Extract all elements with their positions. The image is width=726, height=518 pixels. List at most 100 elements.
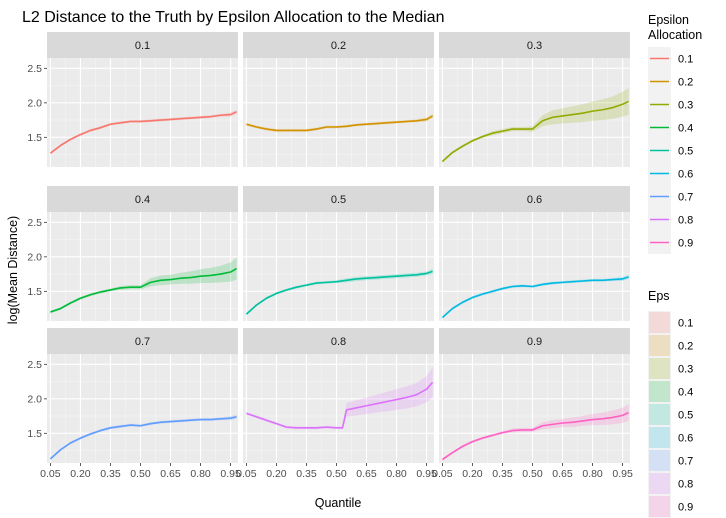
legend-color-label: 0.3 xyxy=(678,100,693,112)
series-line-0.5 xyxy=(245,270,433,315)
legend-key-bg xyxy=(648,449,671,472)
legend-fill-label: 0.8 xyxy=(678,479,693,491)
legend-fill-label: 0.5 xyxy=(678,410,693,422)
facet-strip-label: 0.6 xyxy=(527,194,542,206)
x-tick-label: 0.65 xyxy=(552,468,573,480)
legend-fill-swatch-0.4 xyxy=(649,381,670,402)
x-tick-label: 0.35 xyxy=(100,468,121,480)
legend-fill-title: Eps xyxy=(648,289,670,303)
series-line-0.6 xyxy=(441,276,629,319)
panel-background xyxy=(439,354,630,463)
facet-strip-label: 0.4 xyxy=(135,194,150,206)
x-tick-label: 0.80 xyxy=(386,468,407,480)
y-tick-label: 2.0 xyxy=(27,97,42,109)
x-axis-title: Quantile xyxy=(315,496,362,510)
panel-0.5: 0.5 xyxy=(243,186,434,321)
legend-fill-swatch-0.8 xyxy=(649,473,670,494)
x-tick-label: 0.95 xyxy=(612,468,633,480)
confidence-band-0.9 xyxy=(442,404,629,461)
facet-strip-label: 0.5 xyxy=(331,194,346,206)
x-tick-label: 0.05 xyxy=(432,468,453,480)
panels-grid: 0.1 1.5 2.0 2.5 0.2 0.3 0.4 1.5 2.0 2.5 0.5 0.6 0.7 1… xyxy=(27,32,630,463)
y-tick-label: 1.5 xyxy=(27,428,42,440)
panel-0.4: 0.4 1.5 2.0 2.5 xyxy=(27,186,238,321)
legend-fill-label: 0.4 xyxy=(678,387,693,399)
panel-0.6: 0.6 xyxy=(439,186,630,321)
legend-key-bg xyxy=(648,380,671,403)
legend-fill-label: 0.2 xyxy=(678,341,693,353)
panel-background xyxy=(243,354,434,463)
panel-0.3: 0.3 xyxy=(439,32,630,167)
series-line-0.3 xyxy=(441,100,629,163)
panel-0.9: 0.9 xyxy=(439,328,630,463)
legend-fill-swatch-0.1 xyxy=(649,312,670,333)
y-axis-title: log(Mean Distance) xyxy=(6,216,20,324)
facet-strip xyxy=(439,186,630,212)
x-tick-label: 0.05 xyxy=(40,468,61,480)
confidence-band-0.5 xyxy=(246,268,433,316)
legend-key-bg xyxy=(648,426,671,449)
legend-key-bg xyxy=(648,472,671,495)
legend-color-label: 0.7 xyxy=(678,192,693,204)
facet-strip-label: 0.1 xyxy=(135,40,150,52)
panel-0.7: 0.7 1.5 2.0 2.5 xyxy=(27,328,238,463)
x-tick-label: 0.50 xyxy=(522,468,543,480)
facet-strip-label: 0.9 xyxy=(527,336,542,348)
legend-fill-swatch-0.2 xyxy=(649,335,670,356)
legend-key-bg xyxy=(648,403,671,426)
y-tick-label: 2.0 xyxy=(27,393,42,405)
legend-fill-label: 0.3 xyxy=(678,364,693,376)
legend-key-bg xyxy=(648,334,671,357)
x-tick-label: 0.80 xyxy=(190,468,211,480)
panel-background xyxy=(439,212,630,321)
x-tick-label: 0.20 xyxy=(462,468,483,480)
series-line-0.8 xyxy=(246,381,434,429)
panel-background xyxy=(243,58,434,167)
legend-key-bg xyxy=(648,311,671,334)
panel-background xyxy=(439,58,630,167)
legend-fill-swatch-0.3 xyxy=(649,358,670,379)
series-line-0.2 xyxy=(246,115,433,132)
y-tick-label: 2.5 xyxy=(27,63,42,75)
legend-color-title-line1: Epsilon xyxy=(648,13,689,27)
legend-fill-label: 0.6 xyxy=(678,433,693,445)
x-tick-label: 0.05 xyxy=(236,468,257,480)
legend-color-label: 0.1 xyxy=(678,54,693,66)
legend-key-bg xyxy=(648,357,671,380)
facet-strip xyxy=(47,186,238,212)
x-tick-label: 0.35 xyxy=(296,468,317,480)
legend-color-label: 0.8 xyxy=(678,215,693,227)
facet-strip xyxy=(47,328,238,354)
panel-0.2: 0.2 xyxy=(243,32,434,167)
facet-strip xyxy=(243,328,434,354)
y-tick-label: 2.5 xyxy=(27,359,42,371)
panel-background xyxy=(243,212,434,321)
legend-color-label: 0.2 xyxy=(678,77,693,89)
y-tick-label: 1.5 xyxy=(27,286,42,298)
legend-eps: Eps 0.1 0.2 0.3 0.4 0.5 0.6 0.7 0.8 0.9 xyxy=(648,289,693,518)
facet-strip xyxy=(243,186,434,212)
facet-strip-label: 0.2 xyxy=(331,40,346,52)
confidence-band-0.8 xyxy=(246,367,433,430)
panel-background xyxy=(47,354,238,463)
facet-strip xyxy=(439,32,630,58)
facet-strip xyxy=(243,32,434,58)
panel-background xyxy=(47,212,238,321)
y-tick-label: 1.5 xyxy=(27,132,42,144)
x-tick-label: 0.20 xyxy=(266,468,287,480)
series-line-0.1 xyxy=(49,111,237,154)
x-tick-label: 0.95 xyxy=(416,468,437,480)
x-tick-label: 0.50 xyxy=(130,468,151,480)
legend-color-label: 0.4 xyxy=(678,123,693,135)
x-axis: 0.05 0.20 0.35 0.50 0.65 0.80 0.950.05 0.20 0.35… xyxy=(40,463,633,480)
legend-fill-swatch-0.7 xyxy=(649,450,670,471)
series-line-0.4 xyxy=(50,267,237,313)
facet-strip xyxy=(439,328,630,354)
x-tick-label: 0.80 xyxy=(582,468,603,480)
legend-fill-swatch-0.6 xyxy=(649,427,670,448)
panel-0.1: 0.1 1.5 2.0 2.5 xyxy=(27,32,238,167)
x-tick-label: 0.65 xyxy=(160,468,181,480)
x-tick-label: 0.95 xyxy=(220,468,241,480)
x-tick-label: 0.35 xyxy=(492,468,513,480)
legend-color-label: 0.6 xyxy=(678,169,693,181)
